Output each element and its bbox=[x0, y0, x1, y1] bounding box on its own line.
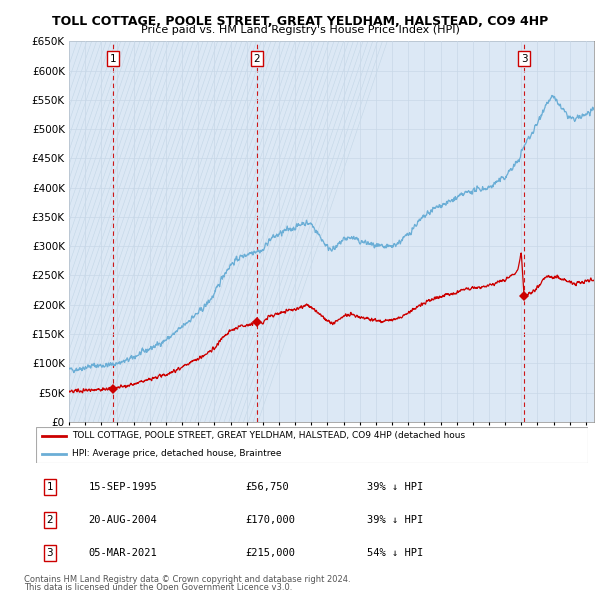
Text: 15-SEP-1995: 15-SEP-1995 bbox=[88, 482, 157, 491]
Text: Price paid vs. HM Land Registry's House Price Index (HPI): Price paid vs. HM Land Registry's House … bbox=[140, 25, 460, 35]
Text: £215,000: £215,000 bbox=[246, 548, 296, 558]
Text: 2: 2 bbox=[46, 515, 53, 525]
Text: 1: 1 bbox=[109, 54, 116, 64]
Text: 1: 1 bbox=[46, 482, 53, 491]
FancyBboxPatch shape bbox=[36, 427, 588, 463]
Text: 39% ↓ HPI: 39% ↓ HPI bbox=[367, 515, 424, 525]
Text: 20-AUG-2004: 20-AUG-2004 bbox=[88, 515, 157, 525]
Text: Contains HM Land Registry data © Crown copyright and database right 2024.: Contains HM Land Registry data © Crown c… bbox=[24, 575, 350, 584]
Text: £56,750: £56,750 bbox=[246, 482, 290, 491]
Text: 2: 2 bbox=[254, 54, 260, 64]
Text: This data is licensed under the Open Government Licence v3.0.: This data is licensed under the Open Gov… bbox=[24, 583, 292, 590]
Text: HPI: Average price, detached house, Braintree: HPI: Average price, detached house, Brai… bbox=[72, 449, 281, 458]
Text: 3: 3 bbox=[46, 548, 53, 558]
Text: 54% ↓ HPI: 54% ↓ HPI bbox=[367, 548, 424, 558]
Text: £170,000: £170,000 bbox=[246, 515, 296, 525]
Text: TOLL COTTAGE, POOLE STREET, GREAT YELDHAM, HALSTEAD, CO9 4HP: TOLL COTTAGE, POOLE STREET, GREAT YELDHA… bbox=[52, 15, 548, 28]
Text: 39% ↓ HPI: 39% ↓ HPI bbox=[367, 482, 424, 491]
Text: 05-MAR-2021: 05-MAR-2021 bbox=[88, 548, 157, 558]
Text: 3: 3 bbox=[521, 54, 527, 64]
Text: TOLL COTTAGE, POOLE STREET, GREAT YELDHAM, HALSTEAD, CO9 4HP (detached hous: TOLL COTTAGE, POOLE STREET, GREAT YELDHA… bbox=[72, 431, 465, 440]
